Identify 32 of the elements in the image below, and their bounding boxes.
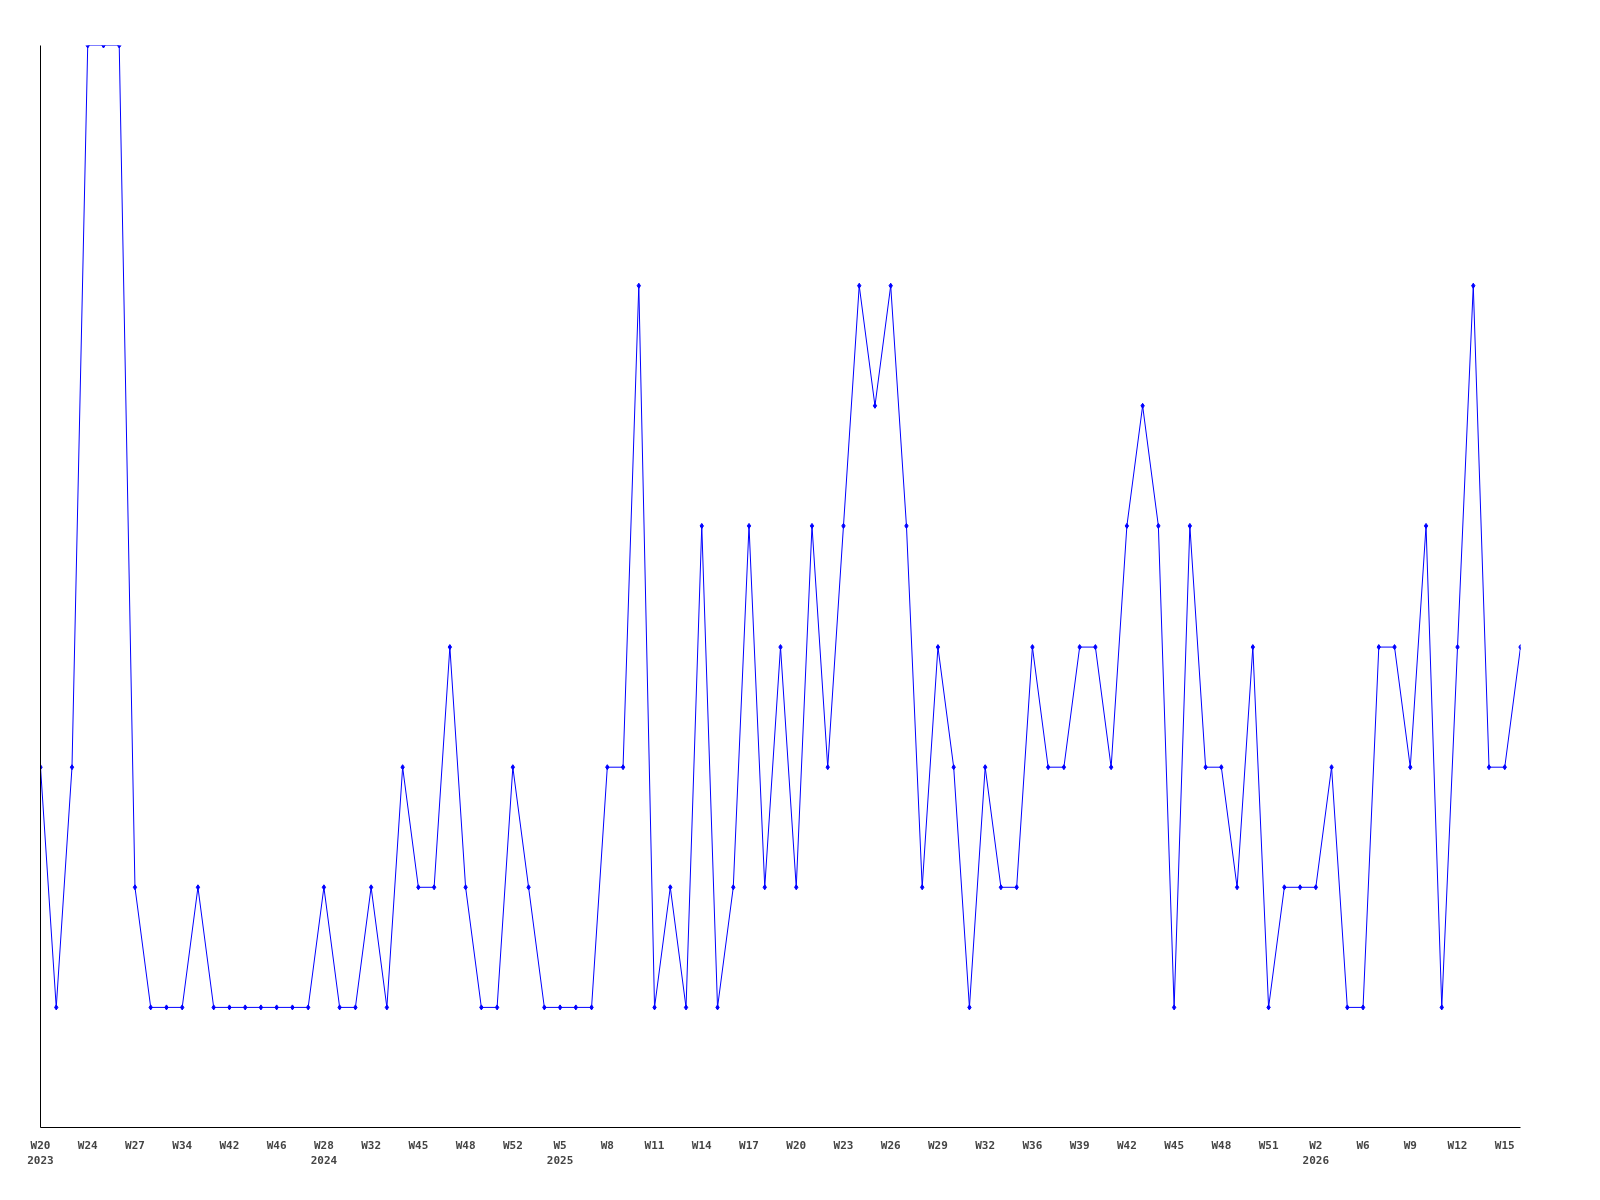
x-tick-label: W29 <box>928 1138 948 1152</box>
x-tick-label: W2 2026 <box>1302 1138 1330 1168</box>
x-tick-label: W32 <box>975 1138 996 1152</box>
x-tick-label: W51 <box>1258 1138 1279 1152</box>
x-tick-label: W27 <box>125 1138 145 1152</box>
x-tick-label: W15 <box>1494 1138 1515 1152</box>
x-tick-label: W6 <box>1356 1138 1371 1152</box>
x-tick-label: W20 <box>786 1138 807 1152</box>
x-tick-label: W32 <box>361 1138 382 1152</box>
x-tick-label: W11 <box>644 1138 665 1152</box>
x-tick-label: W34 <box>172 1138 193 1152</box>
x-tick-label: W46 <box>266 1138 287 1152</box>
x-tick-label: W42 <box>219 1138 240 1152</box>
x-tick-label: W45 <box>408 1138 429 1152</box>
x-tick-label: W23 <box>833 1138 854 1152</box>
x-tick-label: W14 <box>691 1138 713 1152</box>
x-tick-label: W45 <box>1164 1138 1185 1152</box>
x-tick-label: W12 <box>1447 1138 1468 1152</box>
x-tick-label: W8 <box>600 1138 614 1152</box>
x-tick-label: W52 <box>502 1138 523 1152</box>
x-tick-label: W48 <box>455 1138 476 1152</box>
x-tick-label: W24 <box>77 1138 99 1152</box>
x-tick-label: W20 2023 <box>27 1138 54 1168</box>
x-tick-label: W26 <box>880 1138 902 1152</box>
x-tick-label: W9 <box>1403 1138 1417 1152</box>
x-tick-label: W48 <box>1211 1138 1232 1152</box>
x-tick-label: W17 <box>739 1138 759 1152</box>
x-tick-label: W39 <box>1069 1138 1090 1152</box>
x-tick-label: W5 2025 <box>546 1138 574 1168</box>
x-tick-label: W36 <box>1022 1138 1043 1152</box>
x-tick-label: W28 2024 <box>310 1138 338 1168</box>
x-tick-label: W42 <box>1116 1138 1137 1152</box>
